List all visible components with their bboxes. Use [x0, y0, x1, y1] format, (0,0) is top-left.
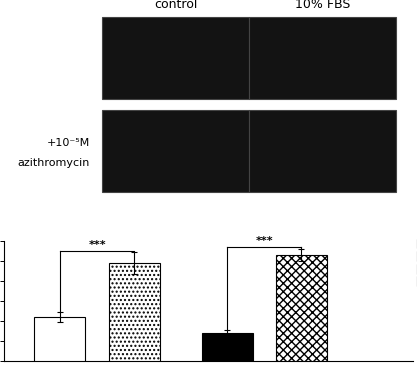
Text: +10⁻⁵M: +10⁻⁵M [47, 138, 90, 148]
Bar [102, 110, 249, 192]
Bar [201, 333, 253, 361]
Bar [34, 317, 85, 361]
Text: ***: *** [256, 236, 273, 246]
Bar [276, 255, 327, 361]
Bar [109, 263, 160, 361]
Bar [249, 110, 397, 192]
Text: control: control [154, 0, 198, 11]
Text: azithromycin: azithromycin [18, 158, 90, 168]
Bar [102, 17, 249, 99]
Bar [249, 17, 397, 99]
Text: 10% FBS: 10% FBS [295, 0, 351, 11]
Text: ***: *** [88, 240, 106, 250]
